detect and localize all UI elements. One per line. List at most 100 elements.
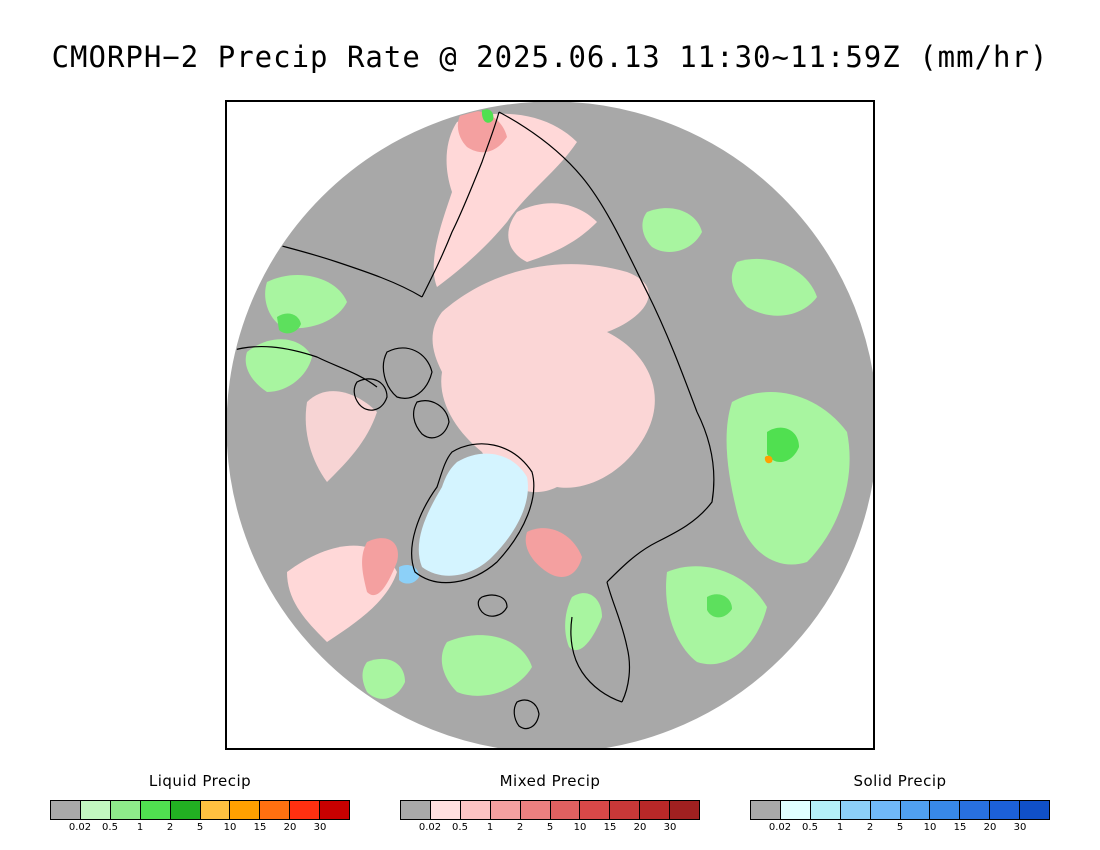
legend-tick-label: 30 [1013, 822, 1027, 833]
solid-precip-legend: Solid Precip 0.02 0.5 1 2 5 10 15 20 30 [750, 772, 1050, 838]
greenland-sea-mixed-precip [362, 538, 398, 596]
tick-labels: 0.02 0.5 1 2 5 10 15 20 30 [750, 822, 1050, 838]
russia-heavy-liquid-precip [767, 427, 799, 463]
legend-swatch [230, 801, 261, 819]
colorbar [50, 800, 350, 820]
legend-tick-label: 5 [546, 822, 554, 833]
canadian-archipelago-coast [353, 347, 450, 439]
norwegian-sea-mixed-precip [525, 528, 582, 577]
legend-swatch [640, 801, 671, 819]
legend-swatch [1020, 801, 1050, 819]
legend-tick-label: 20 [633, 822, 647, 833]
legend-tick-label: 1 [836, 822, 844, 833]
polar-precip-map [225, 100, 875, 750]
russia-north-coast [606, 411, 715, 583]
colorbar [400, 800, 700, 820]
atlantic-liquid-precip [441, 635, 532, 696]
legend-swatch [260, 801, 291, 819]
legend-title: Liquid Precip [148, 772, 252, 790]
legend-swatch [520, 801, 551, 819]
legend-tick-label: 15 [253, 822, 267, 833]
legend-swatch [170, 801, 201, 819]
canada-mixed-precip [305, 391, 377, 482]
precip-field [245, 109, 850, 699]
russia-liquid-precip [726, 392, 850, 565]
legend-swatch [990, 801, 1021, 819]
legend-swatch [840, 801, 871, 819]
legend-tick-label: 10 [573, 822, 587, 833]
legend-swatch [80, 801, 111, 819]
legend-title: Mixed Precip [499, 772, 601, 790]
tick-labels: 0.02 0.5 1 2 5 10 15 20 30 [50, 822, 350, 838]
scandinavia-coast [570, 581, 631, 703]
legend-tick-label: 2 [866, 822, 874, 833]
siberia-east-liquid-precip [731, 258, 817, 316]
legend-swatch [401, 801, 431, 819]
greenland-coast [411, 443, 535, 584]
russia-heavy-rain-cells [764, 455, 773, 464]
siberia-coast [498, 111, 698, 413]
atlantic-south-liquid-precip [362, 658, 405, 699]
canada-west-liquid-precip [245, 339, 312, 392]
legend-swatch [550, 801, 581, 819]
legend-tick-label: 2 [166, 822, 174, 833]
legend-swatch [900, 801, 931, 819]
arctic-mixed-precip [432, 264, 655, 493]
legend-tick-label: 15 [603, 822, 617, 833]
legend-tick-label: 5 [896, 822, 904, 833]
colorbar [750, 800, 1050, 820]
legend-swatch [960, 801, 991, 819]
legend-tick-label: 30 [313, 822, 327, 833]
legend-tick-label: 1 [136, 822, 144, 833]
europe-liquid-precip-heavy [707, 594, 732, 618]
siberia-central-liquid-precip [642, 208, 702, 252]
alaska-coast [421, 111, 500, 298]
legend-swatch [320, 801, 350, 819]
legend-swatch [140, 801, 171, 819]
legend-tick-label: 2 [516, 822, 524, 833]
legend-tick-label: 10 [923, 822, 937, 833]
legend-swatch [751, 801, 781, 819]
legend-swatch [580, 801, 611, 819]
legend-tick-label: 0.02 [68, 822, 92, 833]
mixed-precip-legend: Mixed Precip 0.02 0.5 1 2 5 10 15 20 30 [400, 772, 700, 838]
tick-labels: 0.02 0.5 1 2 5 10 15 20 30 [400, 822, 700, 838]
legend-swatch [51, 801, 81, 819]
legend-tick-label: 0.5 [452, 822, 468, 833]
alaska-mixed-precip [433, 113, 577, 287]
bering-mixed-precip [457, 110, 507, 153]
iceland-coast [477, 594, 508, 617]
legend-tick-label: 5 [196, 822, 204, 833]
legend-swatch [930, 801, 961, 819]
legend-tick-label: 20 [283, 822, 297, 833]
legend-swatch [290, 801, 321, 819]
legend-tick-label: 15 [953, 822, 967, 833]
legend-title: Solid Precip [853, 772, 947, 790]
legend-tick-label: 0.5 [802, 822, 818, 833]
legend-tick-label: 0.02 [418, 822, 442, 833]
legend-swatch [460, 801, 491, 819]
siberia-mixed-precip [508, 203, 597, 262]
legend-tick-label: 10 [223, 822, 237, 833]
greenland-solid-precip [418, 453, 528, 576]
scandinavia-liquid-precip [565, 593, 602, 651]
legend-tick-label: 0.02 [768, 822, 792, 833]
map-canvas [227, 102, 873, 748]
legend-swatch [490, 801, 521, 819]
legend-tick-label: 1 [486, 822, 494, 833]
bering-heavy-rain [481, 109, 494, 123]
legend-swatch [780, 801, 811, 819]
legend-tick-label: 30 [663, 822, 677, 833]
legend-tick-label: 20 [983, 822, 997, 833]
map-title: CMORPH−2 Precip Rate @ 2025.06.13 11:30~… [51, 40, 1049, 74]
british-isles-coast [513, 699, 540, 730]
legend-swatch [870, 801, 901, 819]
legend-swatch [110, 801, 141, 819]
liquid-precip-legend: Liquid Precip 0.02 0.5 1 2 5 10 15 20 30 [50, 772, 350, 838]
legend-tick-label: 0.5 [102, 822, 118, 833]
legend-swatch [670, 801, 700, 819]
hudson-liquid-precip [277, 313, 301, 334]
legend-swatch [430, 801, 461, 819]
legend-swatch [610, 801, 641, 819]
legend-swatch [200, 801, 231, 819]
